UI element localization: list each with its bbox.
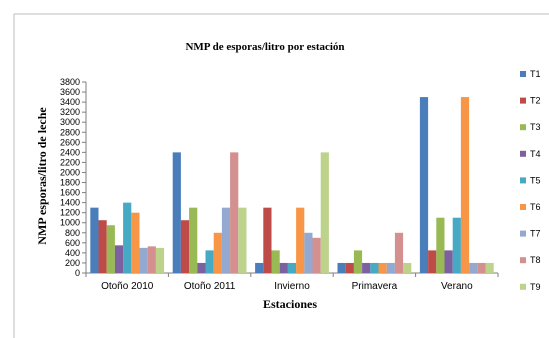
y-tick-label: 1800 bbox=[60, 178, 80, 188]
x-tick-label: Invierno bbox=[274, 281, 310, 292]
bar-t3 bbox=[436, 217, 445, 273]
y-tick-label: 1400 bbox=[60, 198, 80, 208]
bar-t2 bbox=[345, 262, 354, 273]
legend-swatch-t1 bbox=[520, 71, 526, 77]
bar-t5 bbox=[452, 217, 461, 273]
legend-label-t9: T9 bbox=[530, 282, 541, 292]
bar-t3 bbox=[271, 250, 280, 273]
bar-t8 bbox=[394, 232, 404, 273]
bar-t7 bbox=[469, 262, 478, 273]
bar-t4 bbox=[362, 262, 371, 273]
bar-t1 bbox=[419, 97, 429, 273]
bar-t3 bbox=[353, 250, 363, 273]
y-tick-label: 800 bbox=[65, 228, 80, 238]
legend-swatch-t8 bbox=[520, 257, 526, 264]
bar-t2 bbox=[98, 220, 107, 273]
y-tick-label: 2400 bbox=[60, 147, 80, 157]
legend-swatch-t6 bbox=[520, 204, 526, 210]
y-tick-label: 400 bbox=[65, 248, 80, 258]
bar-t7 bbox=[139, 247, 148, 273]
bar-t1 bbox=[172, 152, 181, 273]
bar-t9 bbox=[320, 152, 329, 273]
y-tick-label: 2200 bbox=[60, 157, 80, 167]
legend-label-t7: T7 bbox=[530, 229, 541, 239]
bar-t5 bbox=[123, 202, 132, 273]
y-tick-label: 2600 bbox=[60, 137, 80, 147]
bar-t8 bbox=[312, 237, 321, 273]
y-axis-label: NMP esporas/litro de leche bbox=[35, 107, 49, 245]
legend-swatch-t2 bbox=[520, 97, 526, 104]
y-tick-label: 600 bbox=[65, 238, 80, 248]
bars bbox=[90, 97, 494, 273]
bar-t7 bbox=[221, 207, 231, 273]
x-axis-label: Estaciones bbox=[263, 297, 317, 311]
legend-swatch-t7 bbox=[520, 230, 526, 237]
y-tick-label: 3600 bbox=[60, 87, 80, 97]
y-tick-label: 200 bbox=[65, 258, 80, 268]
chart-title: NMP de esporas/litro por estación bbox=[185, 41, 344, 53]
bar-t9 bbox=[155, 247, 165, 273]
legend: T1 T2 T3 T4 T5 T6 T7 T8 T9 bbox=[520, 69, 541, 292]
bar-t2 bbox=[263, 207, 272, 273]
bar-t4 bbox=[197, 262, 206, 273]
plot-area: 0200400600800100012001400160018002000220… bbox=[60, 77, 499, 292]
bar-t9 bbox=[238, 207, 247, 273]
bar-t4 bbox=[444, 250, 453, 273]
y-tick-label: 3400 bbox=[60, 97, 80, 107]
bar-t7 bbox=[386, 262, 395, 273]
y-tick-label: 1000 bbox=[60, 218, 80, 228]
bar-t5 bbox=[205, 250, 214, 273]
bar-t6 bbox=[213, 232, 222, 273]
bar-t8 bbox=[230, 152, 239, 273]
y-tick-label: 2000 bbox=[60, 167, 80, 177]
bar-t6 bbox=[131, 212, 140, 273]
y-tick-label: 3000 bbox=[60, 117, 80, 127]
bar-t4 bbox=[114, 245, 124, 273]
bar-t9 bbox=[403, 262, 412, 273]
y-tick-label: 3200 bbox=[60, 107, 80, 117]
bar-t5 bbox=[370, 262, 379, 273]
y-tick-label: 2800 bbox=[60, 127, 80, 137]
bar-t5 bbox=[287, 262, 297, 273]
bar-t6 bbox=[460, 97, 470, 273]
x-tick-label: Otoño 2010 bbox=[101, 281, 154, 292]
bar-t7 bbox=[304, 232, 313, 273]
bar-t2 bbox=[180, 220, 190, 273]
bar-t9 bbox=[485, 262, 494, 273]
legend-swatch-t3 bbox=[520, 124, 526, 131]
legend-swatch-t5 bbox=[520, 177, 526, 184]
bar-t1 bbox=[90, 207, 99, 273]
bar-t3 bbox=[106, 225, 115, 273]
legend-label-t1: T1 bbox=[530, 69, 541, 79]
bar-t1 bbox=[337, 262, 346, 273]
bar-t4 bbox=[279, 262, 288, 273]
x-tick-label: Primavera bbox=[352, 281, 398, 292]
bar-t8 bbox=[477, 262, 486, 273]
bar-t8 bbox=[147, 246, 156, 273]
legend-label-t4: T4 bbox=[530, 149, 541, 159]
y-tick-label: 0 bbox=[75, 268, 80, 278]
legend-label-t3: T3 bbox=[530, 122, 541, 132]
legend-label-t2: T2 bbox=[530, 96, 541, 106]
y-tick-label: 3800 bbox=[60, 77, 80, 87]
legend-label-t8: T8 bbox=[530, 255, 541, 265]
legend-swatch-t9 bbox=[520, 283, 526, 290]
y-tick-label: 1600 bbox=[60, 188, 80, 198]
bar-t1 bbox=[255, 262, 264, 273]
legend-swatch-t4 bbox=[520, 150, 526, 157]
bar-t2 bbox=[428, 250, 437, 273]
x-tick-label: Otoño 2011 bbox=[184, 281, 236, 292]
y-tick-label: 1200 bbox=[60, 208, 80, 218]
legend-label-t5: T5 bbox=[530, 175, 541, 185]
bar-t6 bbox=[378, 262, 387, 273]
bar-t6 bbox=[296, 207, 305, 273]
legend-label-t6: T6 bbox=[530, 202, 541, 212]
bar-t3 bbox=[189, 207, 198, 273]
x-tick-label: Verano bbox=[441, 281, 473, 292]
